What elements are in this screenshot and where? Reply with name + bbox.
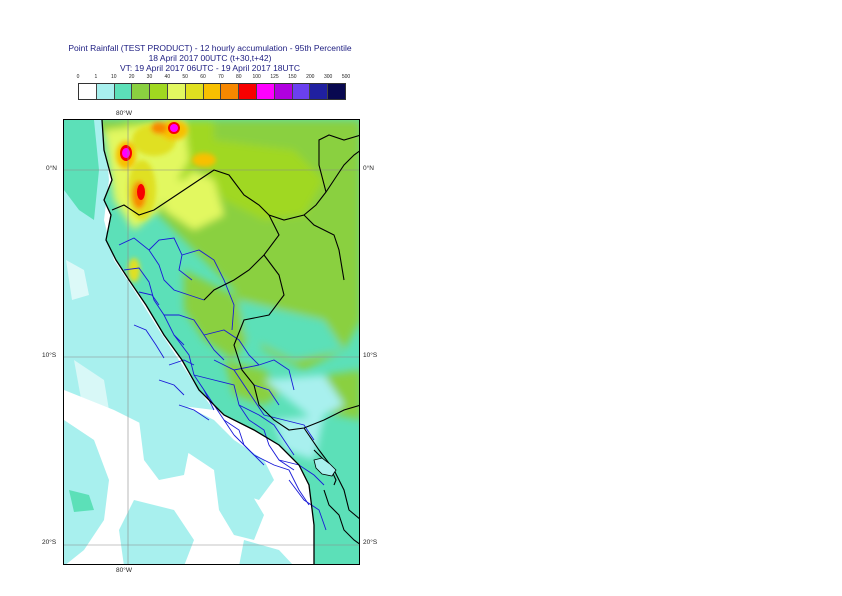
legend-tick-label: 150 xyxy=(288,74,297,80)
legend-swatch xyxy=(167,84,186,99)
legend-tick-label: 100 xyxy=(252,74,261,80)
lon-label-top: 80°W xyxy=(116,110,132,117)
ocean-rain-field xyxy=(64,120,293,564)
lat-label-20s-right: 20°S xyxy=(363,539,378,546)
map-svg xyxy=(64,120,359,564)
legend-swatch xyxy=(328,84,345,99)
lat-label-0n-right: 0°N xyxy=(363,165,374,172)
legend-tick-label: 1 xyxy=(94,74,98,80)
base-time: 18 April 2017 00UTC (t+30,t+42) xyxy=(148,53,272,63)
lat-label-10s-left: 10°S xyxy=(42,352,57,359)
legend-swatch xyxy=(150,84,168,99)
legend-tick-label: 40 xyxy=(164,74,171,80)
legend-tick-label: 125 xyxy=(270,74,279,80)
lake-titicaca xyxy=(313,457,337,477)
legend-tick-label: 80 xyxy=(236,74,242,80)
legend-swatch xyxy=(256,84,275,99)
legend-swatch xyxy=(79,84,97,99)
legend-tick-label: 20 xyxy=(128,74,135,80)
legend-tick-label: 300 xyxy=(323,74,333,80)
legend-tick-label: 70 xyxy=(218,74,224,80)
legend-swatch xyxy=(114,84,133,99)
legend-tick-label: 60 xyxy=(200,74,206,80)
region-borders xyxy=(118,237,327,531)
map-title: Point Rainfall (TEST PRODUCT) - 12 hourl… xyxy=(68,43,352,53)
lat-label-10s-right: 10°S xyxy=(363,352,378,359)
legend-swatch xyxy=(310,84,329,99)
legend-swatch xyxy=(221,84,240,99)
legend-swatch xyxy=(203,84,222,99)
legend-tick-label: 50 xyxy=(182,74,188,80)
lat-label-0n-left: 0°N xyxy=(46,165,57,172)
legend-swatch xyxy=(132,84,151,99)
lon-label-bottom: 80°W xyxy=(116,567,132,574)
national-borders xyxy=(101,120,359,564)
legend-tick-label: 0 xyxy=(76,74,80,80)
rainfall-map xyxy=(63,119,360,565)
lat-label-20s-left: 20°S xyxy=(42,539,57,546)
legend-tick-label: 500 xyxy=(341,74,351,80)
legend-tick-label: 200 xyxy=(306,74,315,80)
legend-swatch xyxy=(185,84,204,99)
valid-time: VT: 19 April 2017 06UTC - 19 April 2017 … xyxy=(119,63,300,73)
graticule xyxy=(64,120,359,564)
legend-tick-label: 10 xyxy=(110,74,117,80)
legend-swatch xyxy=(96,84,115,99)
legend-swatch xyxy=(274,84,293,99)
legend-tick-label: 30 xyxy=(146,74,153,80)
legend-swatch xyxy=(239,84,257,99)
legend-colorbar xyxy=(78,83,346,100)
legend-swatch xyxy=(292,84,311,99)
